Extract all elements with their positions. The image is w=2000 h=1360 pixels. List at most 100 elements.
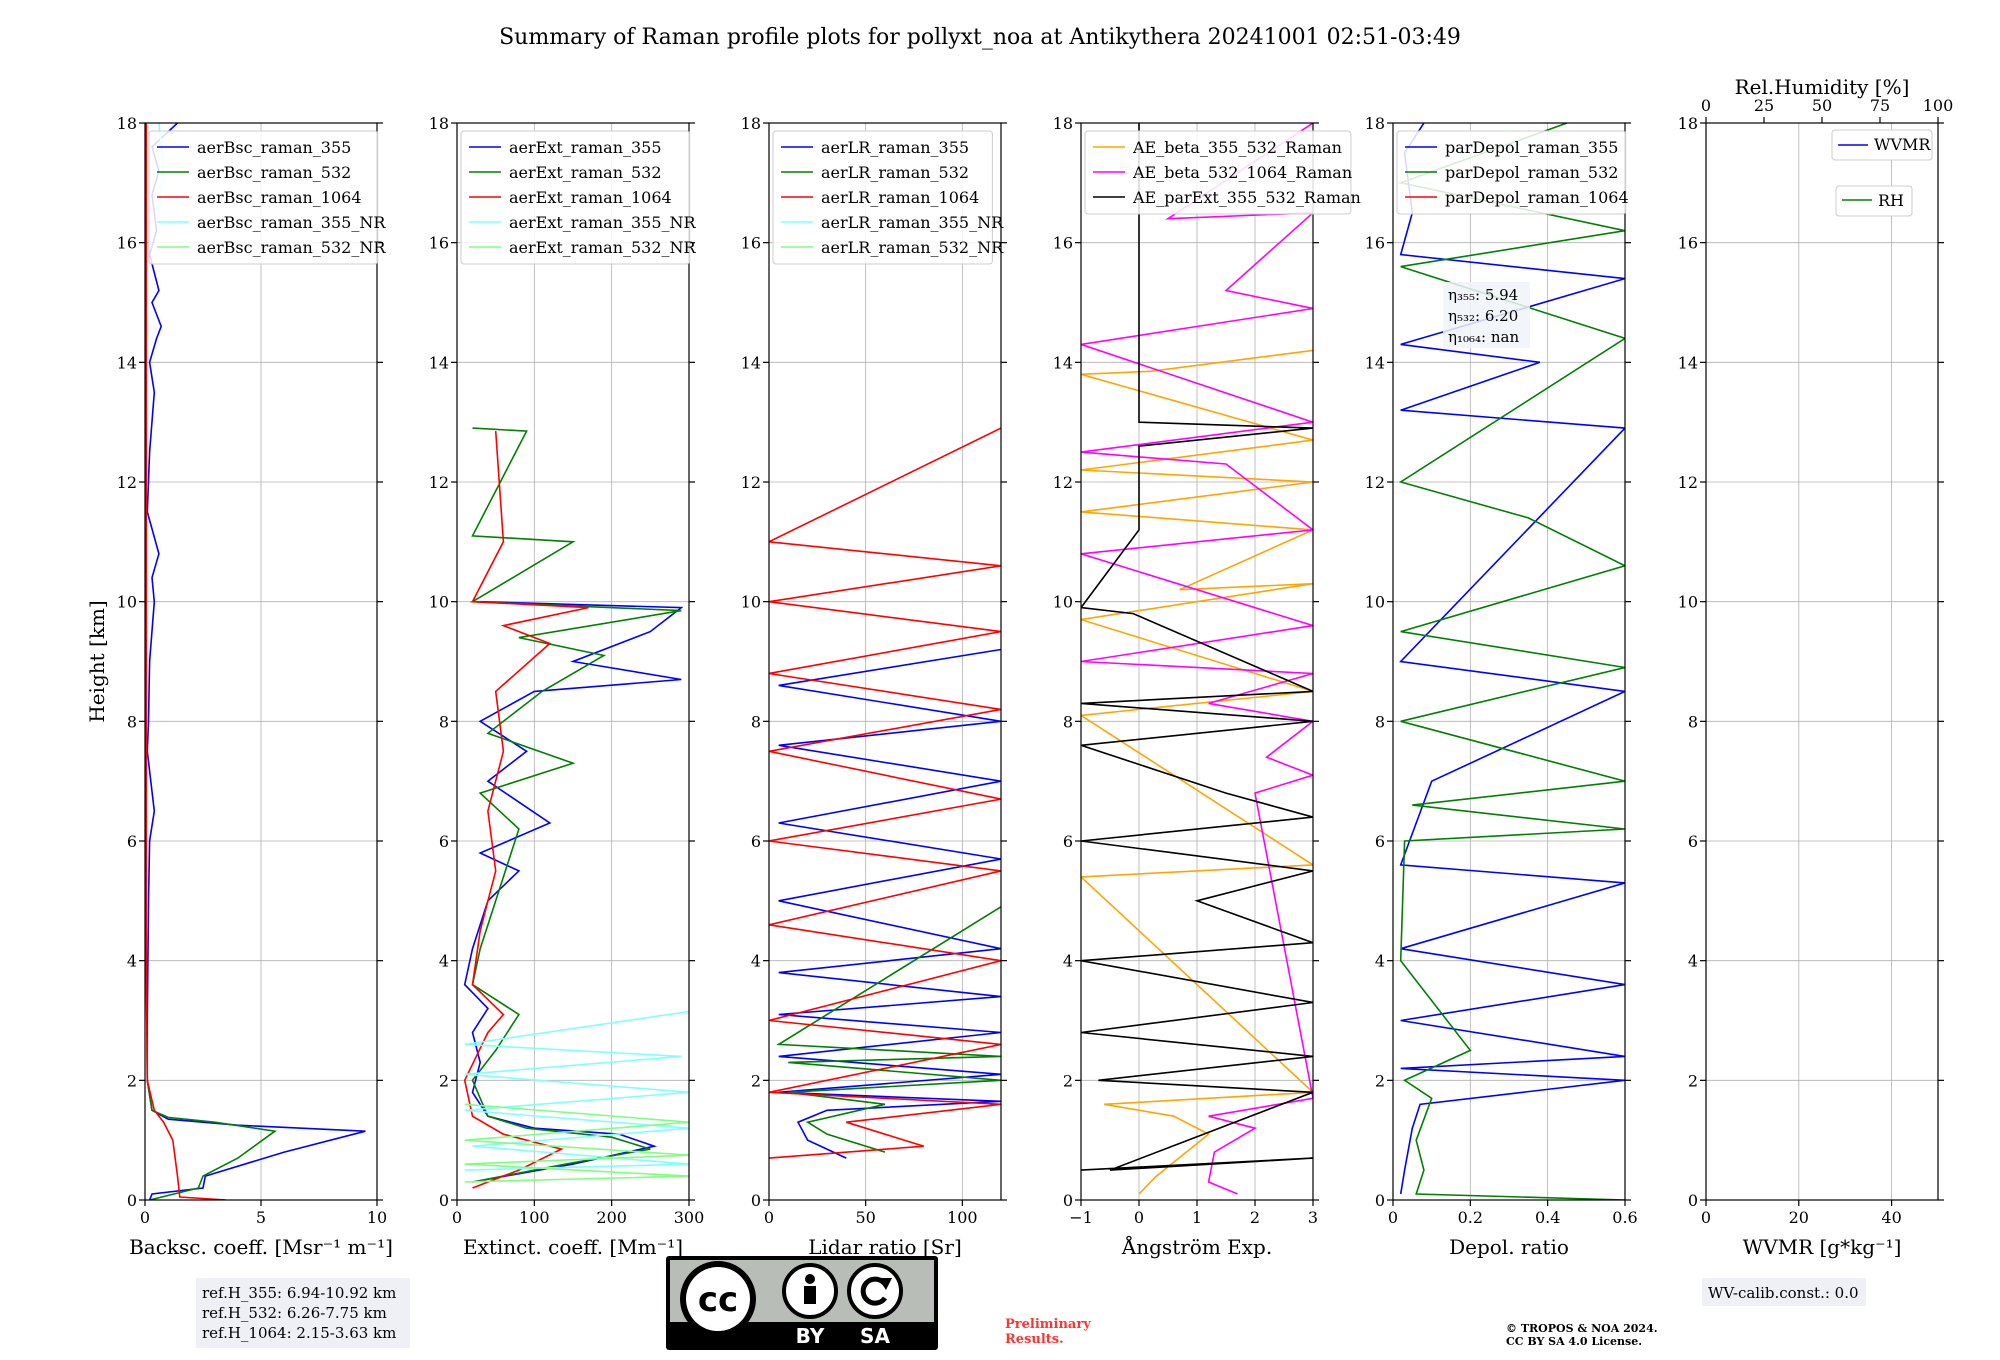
by-person-body — [804, 1286, 816, 1304]
legend-label: aerBsc_raman_355 — [197, 138, 351, 157]
x-tick-label: 0 — [1701, 1208, 1711, 1227]
y-tick-label: 2 — [1375, 1071, 1385, 1090]
annotation-line: η₅₃₂: 6.20 — [1448, 307, 1518, 325]
series-line-parDepol_raman_355 — [1399, 123, 1625, 1195]
series-group — [1081, 123, 1313, 1195]
y-tick-label: 6 — [751, 832, 761, 851]
copyright-line-2: CC BY SA 4.0 License. — [1506, 1335, 1642, 1348]
y-tick-label: 6 — [1375, 832, 1385, 851]
x-tick-label: 0.4 — [1535, 1208, 1560, 1227]
axes-frame — [1392, 122, 1626, 1201]
legend-label: aerBsc_raman_532 — [197, 163, 351, 182]
y-tick-label: 18 — [1053, 114, 1073, 133]
series-line-aerBsc_raman_355 — [146, 123, 366, 1200]
y-tick-label: 4 — [439, 952, 449, 971]
y-tick-label: 8 — [127, 712, 137, 731]
series-line-aerBsc_raman_532 — [145, 123, 277, 1200]
cc-logo-text: cc — [698, 1280, 738, 1320]
y-tick-label: 12 — [741, 473, 761, 492]
axes-frame — [768, 122, 1002, 1201]
series-group — [463, 427, 689, 1189]
legend-label: AE_beta_355_532_Raman — [1132, 138, 1342, 157]
series-line-aerExt_raman_355_NR — [464, 1010, 689, 1171]
series-line-aerLR_raman_355 — [778, 648, 1001, 1159]
y-tick-label: 8 — [1063, 712, 1073, 731]
x-tick-label: 0 — [1134, 1208, 1144, 1227]
wv-calib-bg — [1702, 1278, 1866, 1306]
ref-height-1064: ref.H_1064: 2.15-3.63 km — [202, 1324, 396, 1342]
wv-calib-text: WV-calib.const.: 0.0 — [1708, 1284, 1859, 1302]
x-tick-label: 100 — [519, 1208, 550, 1227]
y-tick-label: 4 — [1688, 952, 1698, 971]
top-x-tick-label: 100 — [1923, 96, 1954, 115]
y-tick-label: 10 — [741, 593, 761, 612]
series-line-aerExt_raman_1064 — [463, 431, 589, 1189]
y-tick-label: 18 — [1678, 114, 1698, 133]
y-tick-label: 16 — [741, 234, 761, 253]
sa-arrowhead — [878, 1278, 892, 1290]
x-axis-label: Extinct. coeff. [Mm⁻¹] — [463, 1235, 683, 1259]
legend-label: aerExt_raman_355 — [509, 138, 662, 157]
legend-label: aerLR_raman_532_NR — [821, 238, 1004, 257]
x-axis-label: Lidar ratio [Sr] — [808, 1235, 962, 1259]
axes-frame — [456, 122, 690, 1201]
annotation-line: η₃₅₅: 5.94 — [1448, 286, 1518, 304]
series-line-aerExt_raman_532_NR — [464, 1103, 689, 1183]
y-tick-label: 0 — [439, 1191, 449, 1210]
top-x-tick-label: 25 — [1754, 96, 1774, 115]
series-line-AE_beta_532_1064_Raman — [1081, 123, 1313, 1195]
y-tick-label: 16 — [1365, 234, 1385, 253]
series-line-aerBsc_raman_1064 — [145, 123, 227, 1200]
figure-title: Summary of Raman profile plots for polly… — [499, 25, 1461, 50]
y-tick-label: 4 — [1063, 952, 1073, 971]
subplot-1: 0 2 4 6 8 10 12 14 16 18 0 5 10 Backsc. coeff. [Msr⁻¹… — [85, 114, 393, 1259]
y-tick-label: 2 — [751, 1071, 761, 1090]
legend-box — [460, 130, 691, 265]
x-tick-label: 0 — [1388, 1208, 1398, 1227]
legend-box — [148, 130, 379, 265]
series-line-AE_parExt_355_532_Raman — [1081, 123, 1313, 1171]
y-tick-label: 0 — [1375, 1191, 1385, 1210]
series-group — [145, 123, 366, 1200]
y-tick-label: 0 — [1063, 1191, 1073, 1210]
legend-label: aerLR_raman_355 — [821, 138, 969, 157]
series-group — [1397, 123, 1625, 1200]
y-tick-label: 12 — [117, 473, 137, 492]
legend-label: aerBsc_raman_1064 — [197, 188, 362, 207]
y-tick-label: 4 — [127, 952, 137, 971]
x-tick-label: 0.6 — [1612, 1208, 1637, 1227]
x-tick-label: 50 — [855, 1208, 875, 1227]
preliminary-line-2: Results. — [1005, 1332, 1064, 1347]
legend-box-rh — [1835, 185, 1913, 217]
subplot-3: 0 2 4 6 8 10 12 14 16 18 0 50 100 Lidar ratio [Sr] aer… — [741, 114, 1007, 1259]
y-tick-label: 18 — [741, 114, 761, 133]
y-tick-label: 16 — [117, 234, 137, 253]
x-tick-label: 100 — [947, 1208, 978, 1227]
legend-label: aerExt_raman_532_NR — [509, 238, 697, 257]
series-group — [769, 427, 1001, 1159]
sa-label: SA — [860, 1324, 890, 1348]
legend-label: aerExt_raman_355_NR — [509, 213, 697, 232]
x-tick-label: 20 — [1789, 1208, 1809, 1227]
subplot-5: 0 2 4 6 8 10 12 14 16 18 0 0.2 0.4 0.6 Depol. ratio par… — [1365, 114, 1638, 1259]
legend-label: parDepol_raman_532 — [1445, 163, 1618, 182]
x-tick-label: −1 — [1069, 1208, 1093, 1227]
y-tick-label: 12 — [1678, 473, 1698, 492]
x-axis-label: Ångström Exp. — [1121, 1234, 1272, 1259]
annotation-line: η₁₀₆₄: nan — [1448, 328, 1519, 346]
y-axis-label: Height [km] — [85, 600, 109, 722]
y-tick-label: 10 — [429, 593, 449, 612]
x-tick-label: 0 — [140, 1208, 150, 1227]
sa-share-icon — [847, 1263, 903, 1319]
series-line-aerLR_raman_1064 — [769, 427, 1001, 1159]
y-tick-label: 14 — [117, 353, 137, 372]
y-tick-label: 2 — [1688, 1071, 1698, 1090]
y-tick-label: 6 — [439, 832, 449, 851]
y-tick-label: 14 — [1053, 353, 1073, 372]
legend-label-rh: RH — [1878, 191, 1904, 210]
y-tick-label: 2 — [439, 1071, 449, 1090]
top-x-axis-label: Rel.Humidity [%] — [1735, 75, 1910, 99]
y-tick-label: 12 — [1365, 473, 1385, 492]
